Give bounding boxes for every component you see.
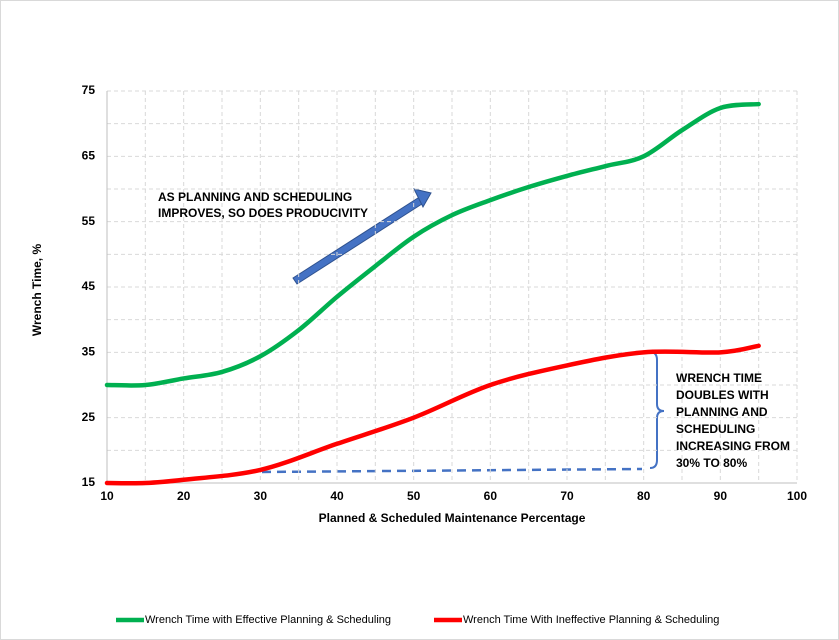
- annotation: SCHEDULING: [676, 422, 755, 436]
- x-tick-label: 10: [100, 489, 114, 503]
- series-line: [104, 343, 761, 486]
- y-tick-label: 65: [82, 149, 96, 163]
- annotation: WRENCH TIME: [676, 371, 762, 385]
- annotation: PLANNING AND: [676, 405, 768, 419]
- y-axis-title: Wrench Time, %: [30, 244, 44, 337]
- y-tick-label: 35: [82, 345, 96, 359]
- dashed-guide: [261, 467, 643, 474]
- x-tick-label: 80: [637, 489, 651, 503]
- x-axis-title: Planned & Scheduled Maintenance Percenta…: [319, 511, 586, 525]
- y-tick-label: 55: [82, 214, 96, 228]
- x-tick-label: 50: [407, 489, 421, 503]
- x-tick-label: 90: [714, 489, 728, 503]
- y-tick-label: 75: [82, 83, 96, 97]
- annotation: AS PLANNING AND SCHEDULING: [158, 190, 352, 204]
- legend-label: Wrench Time With Ineffective Planning & …: [463, 614, 719, 626]
- annotation: 30% TO 80%: [676, 456, 747, 470]
- x-tick-label: 30: [254, 489, 268, 503]
- x-tick-label: 70: [560, 489, 574, 503]
- x-tick-label: 40: [330, 489, 344, 503]
- y-tick-label: 15: [82, 475, 96, 489]
- x-tick-label: 60: [484, 489, 498, 503]
- y-tick-label: 45: [82, 279, 96, 293]
- legend-label: Wrench Time with Effective Planning & Sc…: [145, 614, 391, 626]
- series-line: [104, 101, 761, 388]
- x-tick-label: 100: [787, 489, 807, 503]
- x-tick-label: 20: [177, 489, 191, 503]
- y-tick-label: 25: [82, 410, 96, 424]
- arrow: [292, 188, 432, 285]
- brace: [649, 351, 665, 469]
- annotation: INCREASING FROM: [676, 439, 790, 453]
- annotation: DOUBLES WITH: [676, 388, 769, 402]
- annotation: IMPROVES, SO DOES PRODUCIVITY: [158, 206, 368, 220]
